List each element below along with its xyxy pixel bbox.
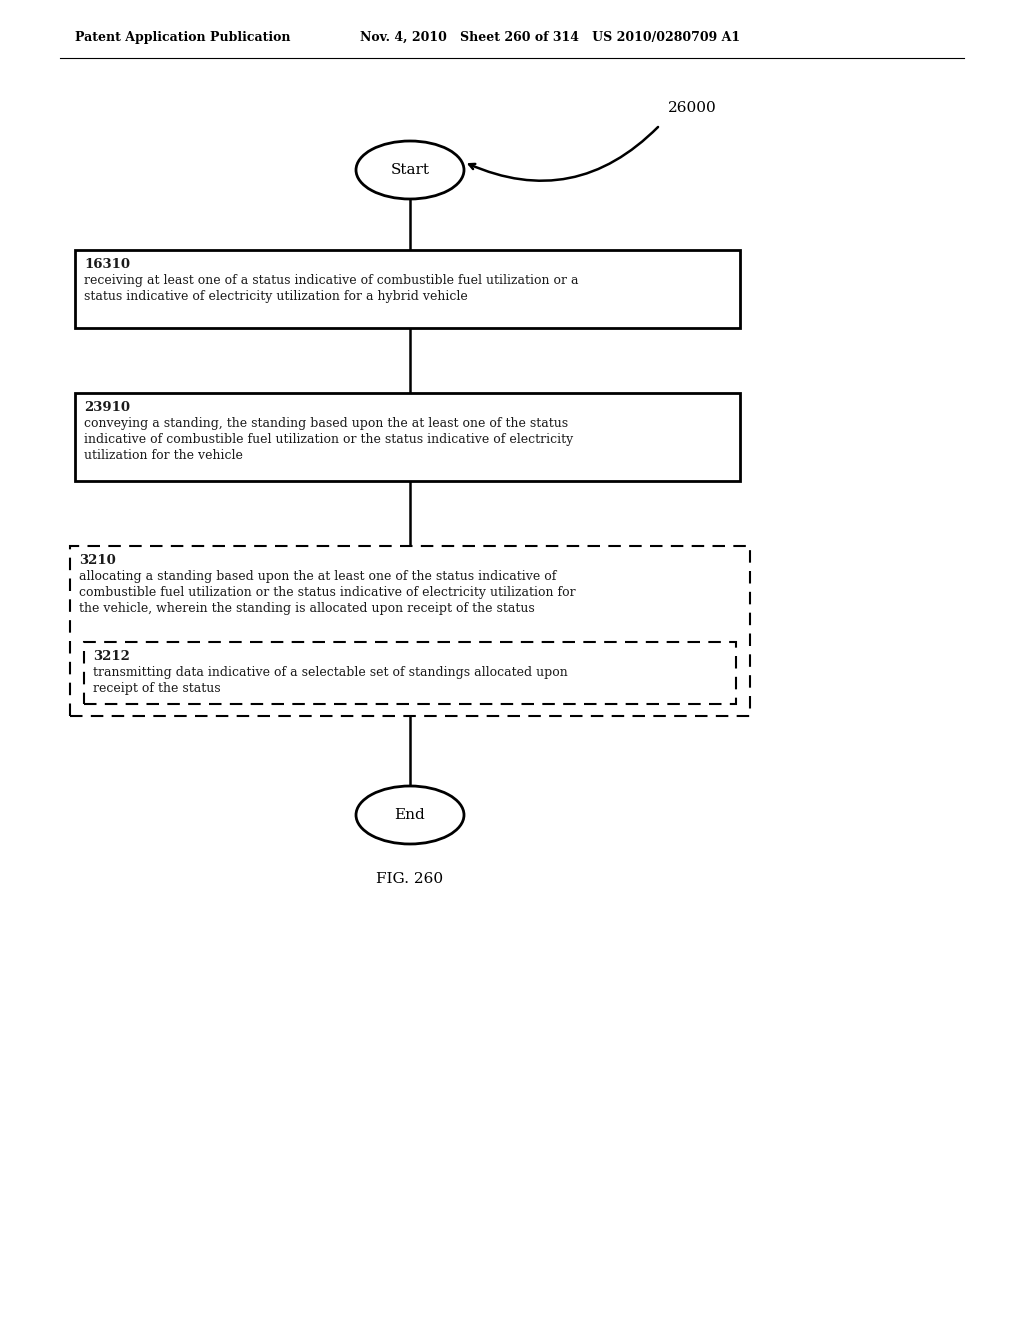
Text: 26000: 26000 — [668, 102, 717, 115]
Text: FIG. 260: FIG. 260 — [377, 873, 443, 886]
Text: 3210: 3210 — [79, 554, 116, 568]
Text: the vehicle, wherein the standing is allocated upon receipt of the status: the vehicle, wherein the standing is all… — [79, 602, 535, 615]
Bar — [75, 249, 740, 327]
Text: End: End — [394, 808, 425, 822]
Ellipse shape — [356, 141, 464, 199]
Text: receipt of the status: receipt of the status — [93, 682, 220, 696]
Text: combustible fuel utilization or the status indicative of electricity utilization: combustible fuel utilization or the stat… — [79, 586, 575, 599]
Text: status indicative of electricity utilization for a hybrid vehicle: status indicative of electricity utiliza… — [84, 290, 468, 304]
Text: 16310: 16310 — [84, 257, 130, 271]
Text: Start: Start — [390, 162, 429, 177]
Text: 3212: 3212 — [93, 649, 130, 663]
Text: conveying a standing, the standing based upon the at least one of the status: conveying a standing, the standing based… — [84, 417, 568, 430]
Text: receiving at least one of a status indicative of combustible fuel utilization or: receiving at least one of a status indic… — [84, 275, 579, 286]
Text: Nov. 4, 2010   Sheet 260 of 314   US 2010/0280709 A1: Nov. 4, 2010 Sheet 260 of 314 US 2010/02… — [360, 30, 740, 44]
Ellipse shape — [356, 785, 464, 843]
Text: indicative of combustible fuel utilization or the status indicative of electrici: indicative of combustible fuel utilizati… — [84, 433, 573, 446]
Text: 23910: 23910 — [84, 401, 130, 414]
Bar — [70, 546, 750, 715]
Text: allocating a standing based upon the at least one of the status indicative of: allocating a standing based upon the at … — [79, 570, 556, 583]
Text: utilization for the vehicle: utilization for the vehicle — [84, 449, 243, 462]
Bar — [84, 642, 736, 704]
Text: transmitting data indicative of a selectable set of standings allocated upon: transmitting data indicative of a select… — [93, 667, 567, 678]
Text: Patent Application Publication: Patent Application Publication — [75, 30, 291, 44]
Bar — [75, 393, 740, 480]
